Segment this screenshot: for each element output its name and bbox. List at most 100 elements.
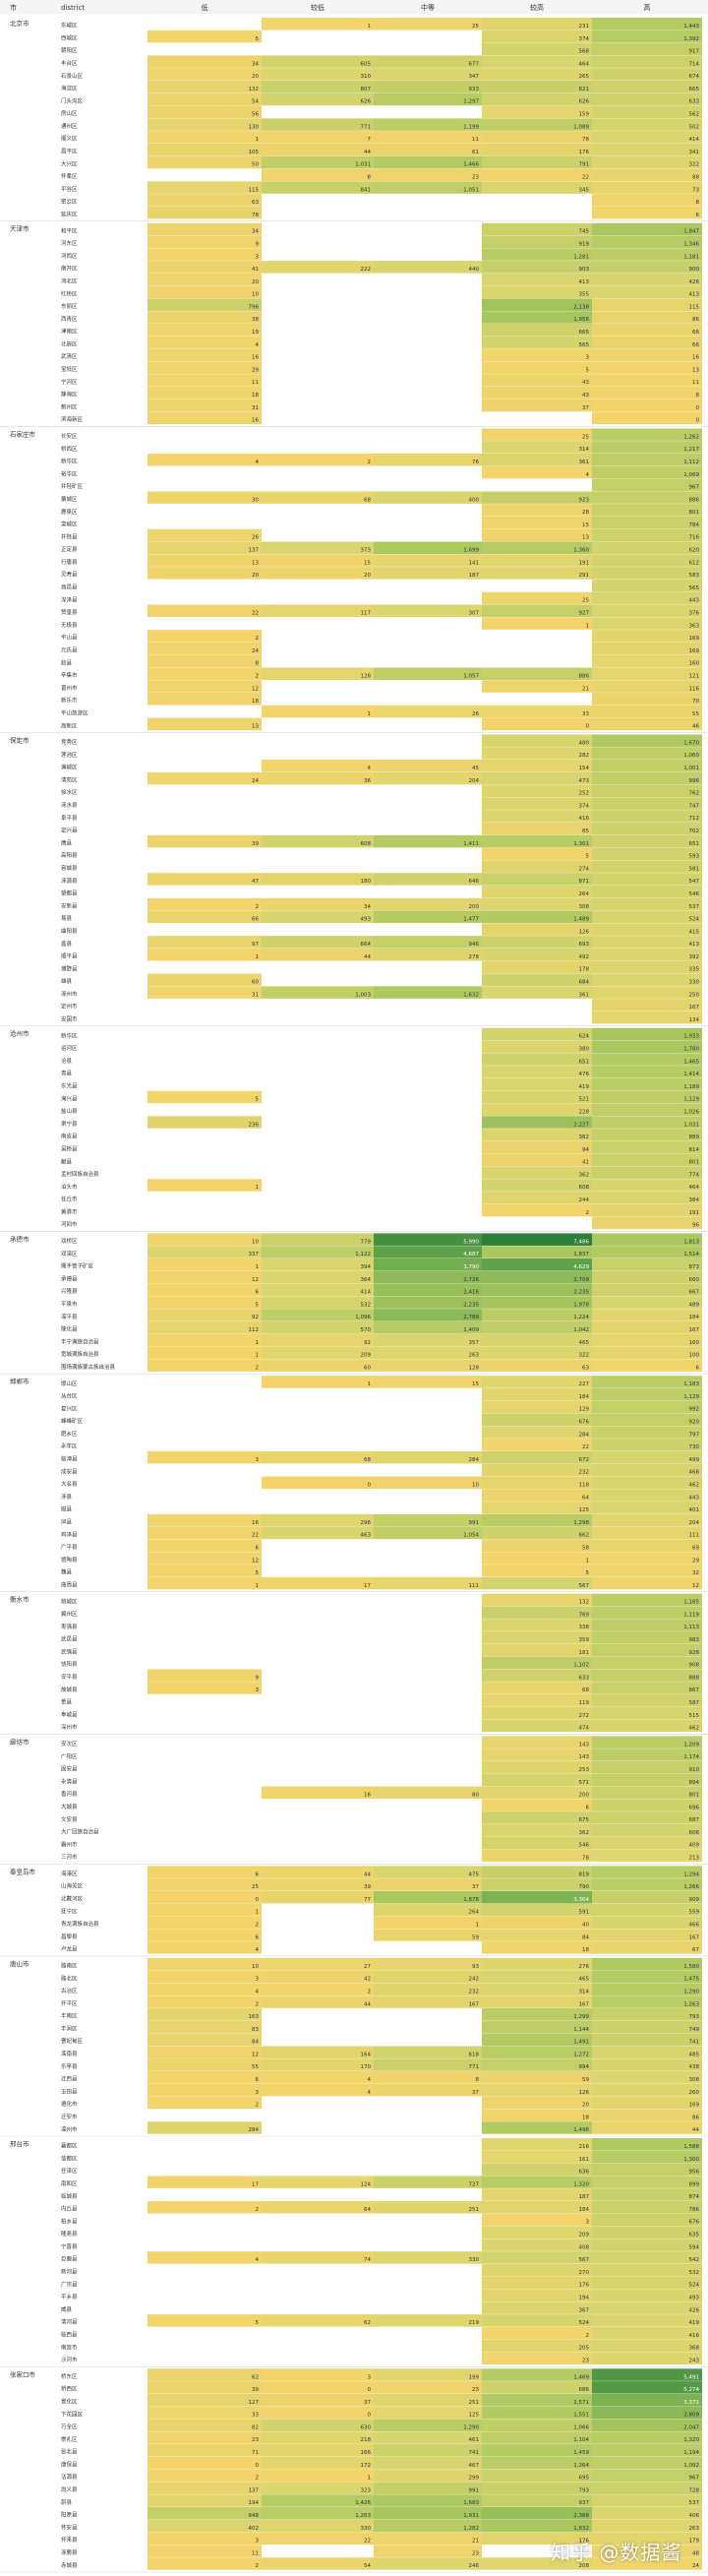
district-label: 吴桥县: [61, 1144, 78, 1152]
heat-cell: [592, 1333, 702, 1347]
district-label: 涿州市: [61, 990, 78, 998]
cell-value: 1,185: [683, 1600, 699, 1606]
cell-value: 1,092: [683, 2463, 699, 2469]
cell-value: 84: [582, 1934, 589, 1940]
cell-value: 1,632: [463, 992, 479, 998]
heat-cell: [592, 847, 702, 861]
district-label: 平乡县: [61, 2294, 78, 2300]
district-label: 固安县: [61, 1765, 78, 1773]
heat-cell: [482, 2083, 592, 2097]
cell-value: 583: [689, 573, 700, 579]
heat-cell: [592, 873, 702, 886]
heat-cell: [592, 1359, 702, 1372]
heat-cell: [592, 1694, 702, 1707]
cell-value: 213: [689, 1856, 700, 1862]
cell-value: 263: [469, 1353, 480, 1359]
cell-value: 26: [252, 535, 259, 541]
heat-cell: [592, 1203, 702, 1217]
district-label: 威县: [61, 2305, 73, 2313]
cell-value: 624: [579, 1034, 590, 1040]
cell-value: 1,031: [683, 1122, 699, 1128]
district-label: 裕华区: [61, 469, 78, 477]
heat-cell: [262, 1957, 374, 1971]
cell-value: 796: [249, 304, 260, 310]
cell-value: 115: [249, 187, 260, 193]
heat-cell: [592, 810, 702, 823]
heat-cell: [592, 2444, 702, 2457]
cell-value: 278: [469, 954, 480, 960]
cell-value: 0: [256, 2463, 260, 2469]
cell-value: 771: [469, 2064, 480, 2070]
cell-value: 2,235: [573, 1290, 589, 1296]
cell-value: 80: [472, 1793, 479, 1799]
cell-value: 464: [689, 1185, 700, 1191]
cell-value: 0: [696, 418, 700, 424]
heat-cell: [482, 1476, 592, 1490]
cell-value: 60: [252, 980, 259, 986]
heat-cell: [262, 2083, 374, 2097]
district-label: 丰宁满族自治县: [61, 1337, 99, 1345]
heat-cell: [148, 2419, 262, 2431]
heat-cell: [262, 604, 374, 618]
heat-cell: [262, 1283, 374, 1297]
cell-value: 888: [689, 1675, 700, 1681]
heat-cell: [148, 2444, 262, 2457]
heat-cell: [148, 2251, 262, 2264]
heat-cell: [374, 2507, 482, 2520]
cell-value: 11: [252, 2550, 259, 2556]
cell-value: 167: [689, 1934, 700, 1940]
heat-cell: [374, 705, 482, 718]
heat-cell: [592, 222, 702, 236]
heat-cell: [148, 873, 262, 886]
cell-value: 66: [692, 342, 699, 348]
district-label: 山海关区: [61, 1882, 84, 1890]
heat-cell: [482, 374, 592, 387]
district-label: 朝阳区: [61, 46, 78, 54]
cell-value: 1,174: [683, 1754, 699, 1760]
heat-cell: [482, 1694, 592, 1707]
cell-value: 45: [472, 766, 479, 771]
cell-value: 524: [579, 2320, 590, 2326]
heat-cell: [592, 1040, 702, 1054]
heat-cell: [148, 1270, 262, 1284]
heat-cell: [592, 1903, 702, 1917]
cell-value: 1,297: [463, 99, 479, 105]
cell-value: 63: [582, 1365, 589, 1371]
district-label: 河东区: [61, 239, 78, 247]
heat-cell: [592, 1413, 702, 1427]
district-label: 复兴区: [61, 1404, 78, 1412]
cell-value: 330: [469, 2257, 480, 2263]
cell-value: 547: [689, 879, 700, 885]
cell-value: 357: [469, 1340, 480, 1346]
cell-value: 160: [689, 661, 700, 667]
cell-value: 17: [252, 2181, 259, 2187]
heat-cell: [592, 973, 702, 987]
district-label: 顺平县: [61, 953, 78, 960]
cell-value: 786: [689, 2207, 700, 2213]
heat-cell: [482, 1283, 592, 1297]
district-label: 大城县: [61, 1803, 78, 1810]
cell-value: 284: [249, 2127, 260, 2133]
cell-value: 34: [252, 229, 259, 235]
cell-value: 3: [256, 254, 260, 260]
cell-value: 59: [472, 1934, 479, 1940]
heat-cell: [262, 760, 374, 772]
heat-cell: [592, 2469, 702, 2483]
heat-cell: [482, 1631, 592, 1644]
district-label: 正定县: [61, 545, 78, 553]
heat-cell: [482, 1296, 592, 1309]
heat-cell: [148, 717, 262, 731]
cell-value: 44: [364, 954, 371, 960]
district-label: 丰台区: [61, 59, 78, 67]
cell-value: 468: [689, 1470, 700, 1476]
heat-cell: [592, 261, 702, 274]
heat-cell: [148, 2519, 262, 2533]
cell-value: 68: [364, 497, 371, 503]
heat-cell: [592, 1476, 702, 1490]
heat-cell: [592, 1970, 702, 1984]
cell-value: 406: [689, 2513, 700, 2519]
district-label: 延庆区: [61, 211, 78, 218]
heat-cell: [592, 361, 702, 374]
cell-value: 284: [469, 1457, 480, 1463]
heat-cell: [482, 1077, 592, 1091]
